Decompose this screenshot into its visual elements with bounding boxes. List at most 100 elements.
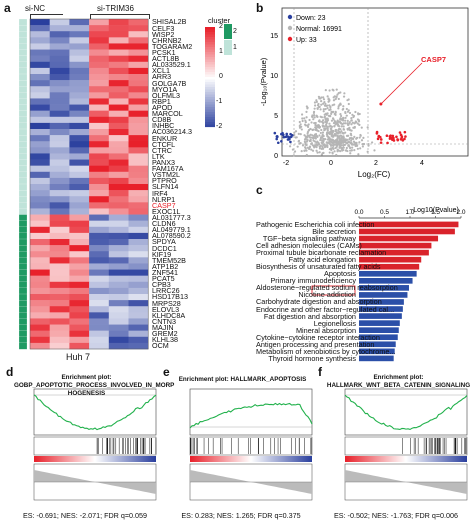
heatmap-gene-label: ATP1B2 xyxy=(152,261,179,271)
heatmap-cell xyxy=(89,269,110,276)
volcano-point-normal xyxy=(342,135,345,138)
cluster-cell xyxy=(18,135,28,142)
heatmap-cell xyxy=(128,318,149,325)
heatmap-cell xyxy=(69,263,90,270)
heatmap-cell xyxy=(49,330,70,338)
heatmap-cell xyxy=(128,147,149,154)
heatmap-cell xyxy=(89,122,110,130)
heatmap-cell xyxy=(49,312,70,319)
volcano-point-normal xyxy=(293,131,296,134)
heatmap-cell xyxy=(69,300,90,307)
pathway-label: Apoptosis xyxy=(323,269,356,279)
volcano-point-normal xyxy=(342,128,345,131)
cluster-cell xyxy=(18,73,28,81)
colorbar-segment xyxy=(205,124,215,128)
volcano-point-normal xyxy=(346,119,349,123)
heatmap-cell xyxy=(69,159,90,166)
heatmap-cell xyxy=(49,220,70,228)
heatmap-cell xyxy=(108,318,129,325)
pathway-bar xyxy=(359,228,455,235)
heatmap-cluster-tick-2: 2 xyxy=(233,28,237,35)
heatmap-cell xyxy=(128,342,149,350)
heatmap-cell xyxy=(69,269,90,276)
heatmap-cell xyxy=(69,19,90,26)
heatmap-cell xyxy=(49,336,70,344)
heatmap-gene-label: INHBC xyxy=(152,121,175,131)
heatmap-gene-label: VSTM2L xyxy=(152,170,180,180)
volcano-point-normal xyxy=(296,145,299,148)
colorbar-segment xyxy=(205,89,215,93)
volcano-point-normal xyxy=(332,96,335,99)
heatmap-cell xyxy=(30,214,50,221)
volcano-point-normal xyxy=(327,137,330,140)
cluster-cell xyxy=(18,306,28,313)
pathway-label: Legionellosis xyxy=(313,318,356,328)
heatmap-cell xyxy=(49,232,70,240)
heatmap-cell xyxy=(49,300,70,307)
volcano-point-normal xyxy=(316,107,319,110)
gsea-plot-f xyxy=(344,388,468,501)
heatmap-cell xyxy=(49,80,70,87)
heatmap-cell xyxy=(128,306,149,313)
volcano-point-normal xyxy=(338,131,341,134)
volcano-point-normal xyxy=(346,122,349,125)
heatmap-cell xyxy=(108,300,129,307)
heatmap-cell xyxy=(30,239,50,246)
heatmap-cell xyxy=(69,294,90,301)
heatmap-cell xyxy=(128,116,149,124)
volcano-point-normal xyxy=(339,144,342,147)
heatmap-cell xyxy=(69,196,90,203)
volcano-point-normal xyxy=(313,101,317,104)
volcano-point-normal xyxy=(293,150,297,153)
volcano-point-normal xyxy=(322,108,325,111)
heatmap-cell xyxy=(89,165,110,173)
volcano-point-normal xyxy=(305,143,308,147)
heatmap-cell xyxy=(89,257,110,264)
volcano-point-down xyxy=(285,132,289,136)
heatmap-gene-label: LTK xyxy=(152,151,165,161)
volcano-legend-normal: Normal: 16991 xyxy=(296,26,342,33)
heatmap-cell xyxy=(30,147,50,154)
cluster-cell xyxy=(18,190,28,197)
heatmap-cell xyxy=(49,122,70,130)
cluster-cell xyxy=(18,318,28,325)
heatmap-cell xyxy=(30,208,50,215)
heatmap-cell xyxy=(69,37,90,44)
volcano-point-normal xyxy=(344,122,347,125)
volcano-point-normal xyxy=(324,108,327,111)
heatmap-cell xyxy=(49,202,70,209)
cluster-cell xyxy=(18,55,28,63)
heatmap-gene-label: CLDN6 xyxy=(152,219,176,229)
heatmap-cell xyxy=(30,257,50,264)
volcano-point-normal xyxy=(336,120,339,123)
heatmap-cell xyxy=(49,67,70,75)
pathway-bar xyxy=(359,285,409,291)
heatmap-cell xyxy=(108,281,129,289)
heatmap-cell xyxy=(49,257,70,264)
volcano-point-normal xyxy=(318,125,322,129)
volcano-ytick-10: 10 xyxy=(270,73,278,80)
volcano-point-normal xyxy=(349,141,352,145)
volcano-point-normal xyxy=(314,128,317,131)
volcano-point-normal xyxy=(373,149,376,152)
heatmap-cell xyxy=(30,92,50,99)
cluster-cell xyxy=(18,220,28,228)
pathway-bar xyxy=(359,242,432,249)
heatmap-gene-label: DCDC1 xyxy=(152,243,177,253)
volcano-point-normal xyxy=(359,147,362,150)
cluster-cell xyxy=(18,165,28,173)
cluster-cell xyxy=(18,202,28,209)
volcano-point-normal xyxy=(323,101,326,104)
heatmap-cell xyxy=(30,184,50,191)
heatmap-cell xyxy=(108,116,129,124)
heatmap-cell xyxy=(89,98,110,105)
volcano-point-normal xyxy=(325,113,328,116)
volcano-point-up xyxy=(379,141,383,144)
volcano-point-normal xyxy=(320,103,323,106)
heatmap-cell xyxy=(69,165,90,173)
heatmap-cell xyxy=(89,184,110,191)
volcano-point-normal xyxy=(358,141,361,144)
volcano-point-normal xyxy=(314,104,317,107)
heatmap-cell xyxy=(30,190,50,197)
heatmap-cell xyxy=(89,110,110,118)
